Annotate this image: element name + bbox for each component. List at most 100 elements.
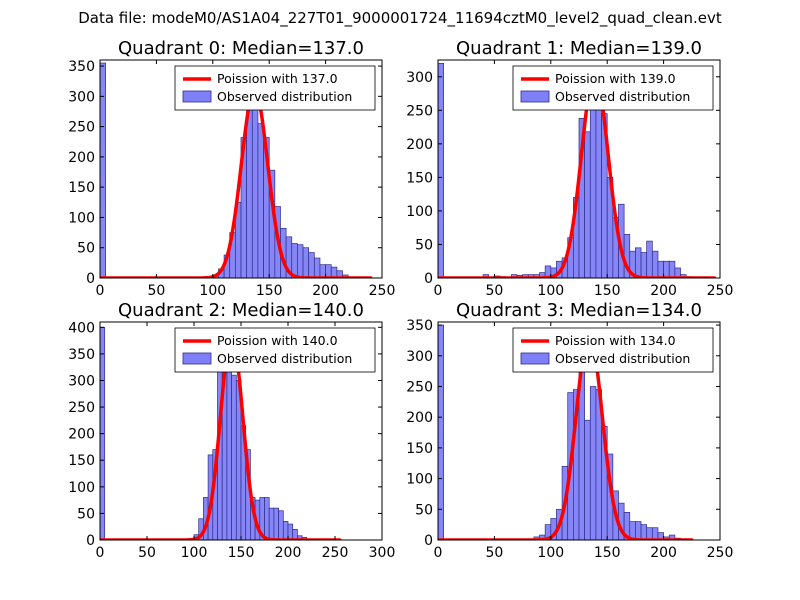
histogram-bar [584, 419, 591, 540]
panel-title: Quadrant 1: Median=139.0 [456, 38, 702, 59]
x-tick-label: 0 [434, 545, 443, 561]
y-tick-label: 300 [406, 70, 433, 86]
legend-observed-label: Observed distribution [555, 89, 690, 104]
plot-area [438, 63, 717, 278]
legend: Poission with 139.0 Observed distribution [512, 65, 714, 111]
y-tick-label: 300 [68, 89, 95, 105]
x-tick-label: 150 [256, 283, 283, 299]
histogram-bar [589, 83, 597, 278]
x-tick-label: 300 [369, 545, 396, 561]
y-tick-label: 100 [68, 480, 95, 496]
figure-suptitle: Data file: modeM0/AS1A04_227T01_90000017… [78, 9, 722, 28]
x-tick-label: 200 [650, 283, 677, 299]
plot-area [438, 324, 694, 540]
poisson-curve [438, 332, 694, 540]
histogram-bar [100, 62, 106, 278]
legend-box [512, 65, 714, 111]
x-tick-label: 250 [707, 545, 734, 561]
histogram-bar [231, 374, 237, 540]
axes-frame [437, 59, 721, 279]
histogram-bar [584, 131, 591, 278]
histogram-bar [325, 264, 332, 278]
legend: Poission with 137.0 Observed distribution [174, 65, 376, 111]
panel-quadrant-0: Quadrant 0: Median=137.0 0 50 100 150 200 250 0… [68, 38, 395, 299]
x-tick-label: 0 [96, 283, 105, 299]
y-tick-label: 150 [406, 441, 433, 457]
y-tick-label: 150 [68, 180, 95, 196]
x-tick-label: 100 [181, 545, 208, 561]
x-tick-label: 150 [594, 545, 621, 561]
histogram-bar [287, 523, 294, 540]
y-tick-label: 250 [68, 400, 95, 416]
y-tick-label: 100 [406, 472, 433, 488]
x-tick-label: 0 [434, 283, 443, 299]
legend-observed-label: Observed distribution [217, 89, 352, 104]
panel-title: Quadrant 2: Median=140.0 [118, 300, 364, 321]
y-tick-label: 0 [424, 271, 433, 287]
histogram-bar [651, 527, 659, 540]
x-tick-label: 200 [312, 283, 339, 299]
histogram-bar [663, 260, 670, 278]
x-tick-label: 150 [594, 283, 621, 299]
y-tick-label: 200 [68, 427, 95, 443]
y-tick-label: 100 [68, 210, 95, 226]
histogram-bar [302, 247, 310, 278]
histogram-bar [635, 521, 642, 540]
histogram-bar [257, 123, 264, 278]
y-tick-label: 100 [406, 204, 433, 220]
legend-box [174, 65, 376, 111]
histogram-bar [635, 247, 642, 278]
x-tick-label: 100 [537, 545, 564, 561]
x-tick-label: 50 [485, 283, 503, 299]
x-tick-label: 250 [707, 283, 734, 299]
x-tick-label: 250 [369, 283, 396, 299]
x-tick-label: 150 [228, 545, 255, 561]
histogram-bar [336, 270, 343, 278]
y-tick-label: 0 [424, 533, 433, 549]
x-tick-label: 250 [322, 545, 349, 561]
legend-box [512, 327, 714, 373]
y-tick-label: 250 [68, 120, 95, 136]
histogram-bar [278, 510, 284, 540]
y-tick-label: 200 [406, 410, 433, 426]
y-tick-label: 50 [77, 241, 95, 257]
x-tick-label: 0 [96, 545, 105, 561]
panel-quadrant-1: Quadrant 1: Median=139.0 0 50 100 150 200 250 0… [406, 38, 733, 299]
panel-title: Quadrant 0: Median=137.0 [118, 38, 364, 59]
histogram-bar [438, 63, 444, 278]
x-tick-label: 100 [537, 283, 564, 299]
poisson-curve [100, 333, 342, 540]
y-tick-label: 150 [406, 170, 433, 186]
histogram-bar [589, 386, 597, 540]
histogram-bar [313, 257, 321, 278]
histogram-bar [646, 527, 653, 540]
histogram-bar [438, 324, 444, 540]
plot-area [100, 62, 373, 278]
histogram-bar [668, 534, 676, 540]
legend-bar-swatch [520, 90, 550, 103]
x-tick-label: 100 [199, 283, 226, 299]
y-tick-label: 200 [68, 150, 95, 166]
legend: Poission with 140.0 Observed distribution [174, 327, 376, 373]
histogram-bar [668, 260, 676, 278]
panel-quadrant-3: Quadrant 3: Median=134.0 0 50 100 150 200 250 0… [406, 300, 733, 561]
histogram-bar [595, 89, 602, 278]
y-tick-label: 50 [415, 237, 433, 253]
axes-frame [99, 59, 383, 279]
histogram-bar [651, 250, 659, 278]
histogram-bar [273, 507, 279, 540]
histogram-bar [291, 243, 298, 278]
y-tick-label: 200 [406, 137, 433, 153]
histogram-bar [319, 264, 326, 278]
x-tick-label: 50 [147, 283, 165, 299]
y-tick-label: 400 [68, 320, 95, 336]
histogram-bar [282, 521, 289, 540]
y-tick-label: 350 [68, 347, 95, 363]
legend-bar-swatch [520, 352, 550, 365]
y-tick-label: 150 [68, 453, 95, 469]
poisson-curve [100, 88, 373, 278]
y-tick-label: 0 [86, 533, 95, 549]
histogram-bar [297, 244, 304, 278]
legend-observed-label: Observed distribution [555, 351, 690, 366]
